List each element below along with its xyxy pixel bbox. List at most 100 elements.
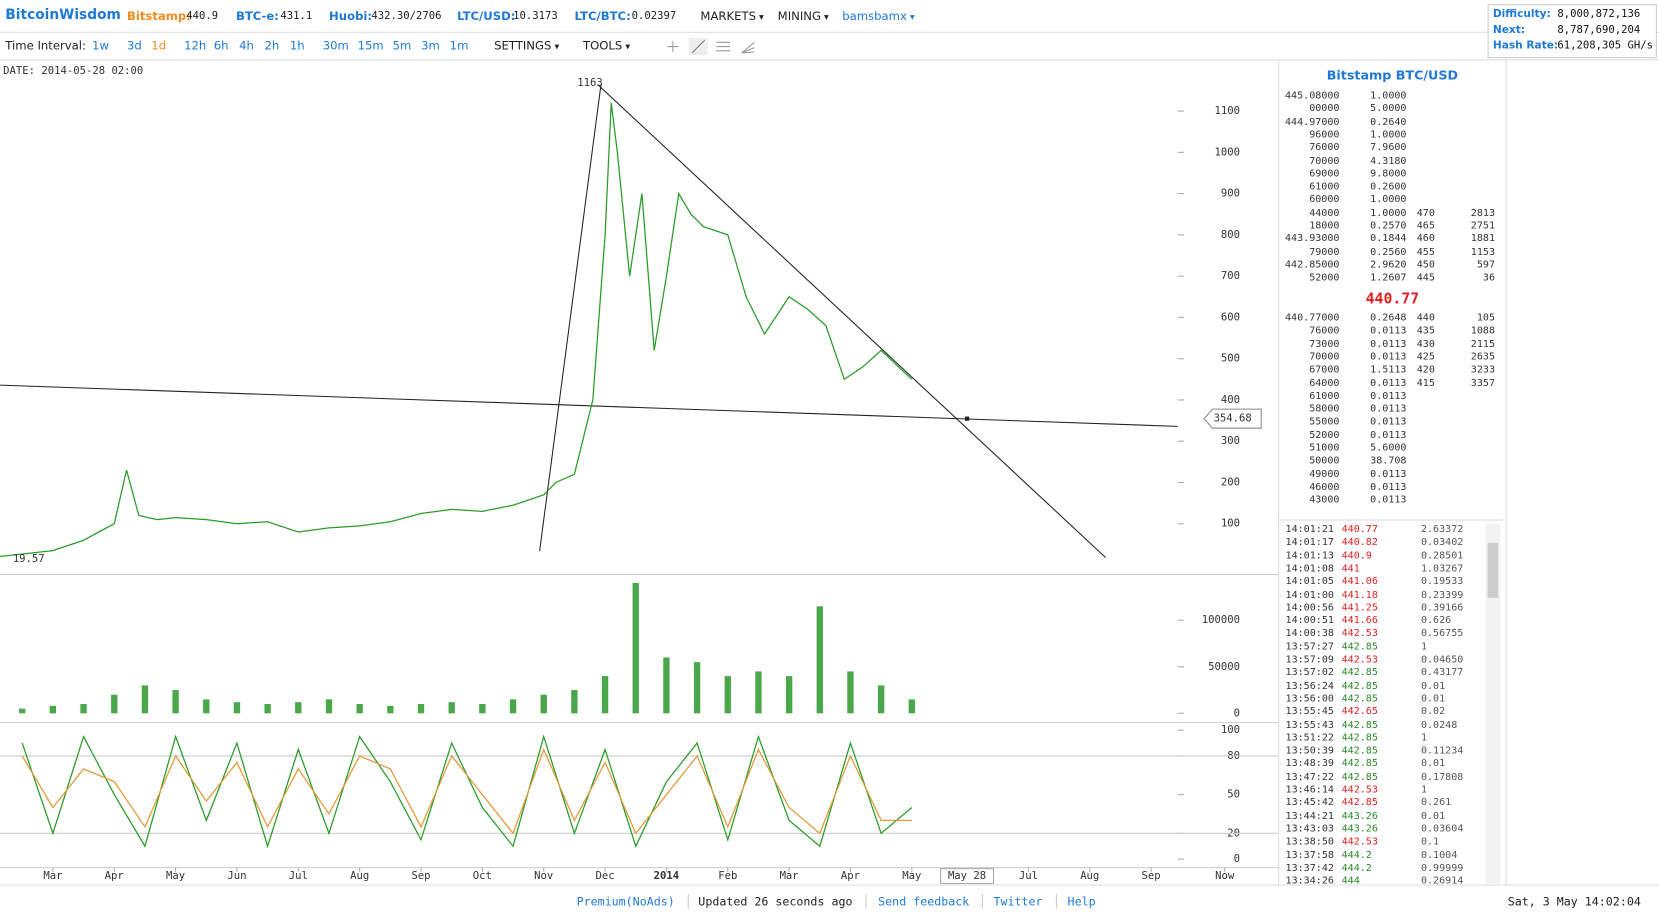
stat-value: 61,208,305 GH/s (1557, 40, 1653, 52)
order-cell: 435 (1416, 325, 1435, 337)
interval-button[interactable]: 2h (264, 39, 280, 53)
order-row: 64000 0.0113 415 3357 (1279, 377, 1501, 390)
trade-cell: 14:00:56 (1285, 601, 1334, 614)
order-row: 00000 5.0000 (1279, 103, 1501, 116)
volume-bar (571, 690, 578, 714)
ticker-label[interactable]: Bitstamp: (126, 9, 191, 24)
interval-button[interactable]: 3m (421, 39, 440, 53)
y-tick-label: 0 (1234, 707, 1240, 719)
interval-button[interactable]: 3d (126, 39, 142, 53)
order-cell: 79000 (1309, 246, 1340, 258)
trade-row: 13:47:22 442.85 0.17808 (1286, 771, 1487, 784)
menu[interactable]: bamsbamx (842, 10, 914, 24)
order-cell: 2813 (1470, 207, 1496, 219)
trade-cell: 0.01 (1420, 810, 1446, 822)
volume-bar (479, 704, 486, 714)
scrollbar[interactable] (1485, 523, 1501, 884)
trade-cell: 0.02 (1420, 705, 1446, 718)
divider (687, 894, 689, 909)
trade-cell: 13:57:27 (1285, 640, 1334, 653)
trade-cell: 0.01 (1420, 692, 1446, 705)
interval-button[interactable]: 5m (392, 39, 412, 53)
menu[interactable]: TOOLS (583, 39, 630, 53)
logo[interactable]: BitcoinWisdom (5, 7, 121, 24)
trade-cell: 1 (1420, 640, 1428, 653)
order-cell: 425 (1416, 351, 1435, 363)
network-stats: Difficulty: 8,000,872,136 Next: 8,787,690,2… (1487, 4, 1657, 59)
interval-button[interactable]: 1m (449, 39, 469, 53)
trade-cell: 442.85 (1341, 744, 1378, 757)
order-cell: 36 (1482, 272, 1496, 284)
y-tick-label: 900 (1221, 188, 1240, 200)
ticker-label[interactable]: LTC/BTC: (574, 9, 631, 24)
x-tick-label: Jun (227, 870, 246, 882)
volume-bar (847, 671, 854, 714)
order-cell: 450 (1416, 259, 1435, 271)
volume-bar (325, 699, 333, 714)
order-cell: 460 (1416, 233, 1435, 245)
interval-button[interactable]: 1h (289, 39, 305, 53)
order-cell: 0.0113 (1370, 390, 1407, 402)
ticker-label[interactable]: Huobi: (329, 9, 373, 24)
order-cell: 46000 (1309, 481, 1340, 493)
order-row: 79000 0.2560 455 1153 (1279, 246, 1501, 259)
volume-bar (203, 699, 210, 714)
menu[interactable]: MARKETS (700, 10, 763, 24)
scroll-thumb[interactable] (1487, 542, 1499, 598)
order-cell: 70000 (1309, 155, 1340, 167)
price-chart: 10020030040050060070080090010001100DATE:… (0, 65, 1279, 884)
interval-button[interactable]: 4h (239, 39, 254, 53)
drawing-tools[interactable] (661, 37, 762, 56)
menu[interactable]: MINING (778, 10, 829, 24)
trade-cell: 0.01 (1420, 757, 1446, 770)
order-row: 46000 0.0113 (1279, 481, 1501, 494)
interval-button[interactable]: 12h (184, 39, 207, 53)
order-row: 440.77000 0.2648 440 105 (1279, 312, 1501, 325)
order-cell: 51000 (1309, 442, 1340, 454)
ticker-label[interactable]: BTC-e: (235, 9, 279, 24)
order-cell: 1088 (1470, 325, 1496, 337)
date-label: DATE: 2014-05-28 02:00 (3, 65, 143, 77)
footer-link[interactable]: Twitter (993, 895, 1043, 909)
trade-cell: 0.17808 (1420, 770, 1464, 783)
trade-row: 13:37:58 444.2 0.1004 (1286, 849, 1487, 862)
order-cell: 440.77000 (1285, 312, 1340, 324)
trade-row: 13:37:42 444.2 0.99999 (1286, 862, 1487, 875)
footer-link[interactable]: Premium(NoAds) (576, 895, 675, 909)
ticker-value: 432.30/2706 (371, 10, 442, 23)
y-tick-label: 100000 (1202, 614, 1240, 626)
trade-row: 14:00:38 442.53 0.56755 (1286, 628, 1487, 641)
trade-cell: 0.1004 (1420, 849, 1458, 861)
interval-button[interactable]: 1w (92, 39, 109, 53)
footer-link[interactable]: Send feedback (878, 895, 970, 909)
order-cell: 443.93000 (1285, 233, 1340, 245)
trade-cell: 442.85 (1341, 731, 1378, 744)
order-row: 70000 0.0113 425 2635 (1279, 351, 1501, 364)
interval-button[interactable]: 15m (357, 39, 384, 53)
interval-button[interactable]: 30m (322, 39, 349, 53)
trade-cell: 0.43177 (1420, 666, 1464, 679)
menu[interactable]: SETTINGS (494, 39, 559, 53)
trade-row: 14:00:56 441.25 0.39166 (1286, 602, 1487, 615)
trade-cell: 1.03267 (1420, 562, 1464, 575)
order-cell: 1881 (1470, 233, 1496, 245)
order-cell: 445.08000 (1285, 89, 1340, 102)
order-cell: 9.8000 (1370, 168, 1407, 180)
order-row: 69000 9.8000 (1279, 168, 1501, 181)
trade-row: 13:55:45 442.65 0.02 (1286, 706, 1487, 719)
cursor-marker (964, 416, 970, 421)
interval-button[interactable]: 1d (151, 39, 167, 53)
footer-link[interactable]: Help (1067, 895, 1096, 909)
volume-bar (19, 708, 26, 714)
trade-row: 14:01:17 440.82 0.03402 (1286, 537, 1487, 550)
cursor-price: 354.68 (1214, 413, 1252, 425)
trade-cell: 0.11234 (1420, 744, 1464, 757)
line-series (21, 734, 913, 849)
trade-cell: 444.2 (1341, 862, 1372, 874)
order-cell: 58000 (1309, 403, 1340, 415)
ticker-label[interactable]: LTC/USD: (457, 9, 516, 24)
stat-value: 8,000,872,136 (1557, 8, 1641, 21)
order-cell: 3233 (1470, 364, 1496, 376)
trade-cell: 13:37:58 (1285, 849, 1334, 861)
interval-button[interactable]: 6h (213, 39, 229, 53)
